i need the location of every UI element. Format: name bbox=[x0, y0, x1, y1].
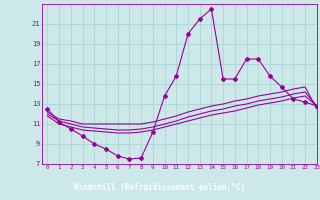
Text: Windchill (Refroidissement éolien,°C): Windchill (Refroidissement éolien,°C) bbox=[75, 183, 245, 192]
